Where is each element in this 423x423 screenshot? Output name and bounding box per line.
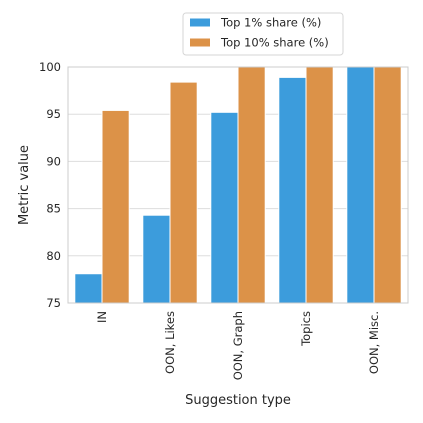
- bar-oon-graph-series-1: [237, 66, 266, 304]
- legend-swatch-top-10: [190, 38, 210, 47]
- x-axis-title: Suggestion type: [185, 393, 291, 408]
- legend: Top 1% share (%) Top 10% share (%): [182, 12, 344, 56]
- bar-topics-series-0: [278, 76, 307, 304]
- x-tick-label-topics: Topics: [299, 311, 313, 347]
- y-tick-label-75: 75: [46, 296, 61, 310]
- y-tick-label-90: 90: [46, 154, 61, 168]
- legend-label-top-10: Top 10% share (%): [220, 36, 329, 50]
- y-tick-label-85: 85: [46, 202, 61, 216]
- y-axis-title: Metric value: [17, 145, 32, 225]
- bar-topics-series-1: [305, 66, 334, 304]
- x-tick-label-oon-likes: OON, Likes: [163, 311, 177, 374]
- plot-frame: [67, 66, 409, 304]
- y-tick-label-80: 80: [46, 249, 61, 263]
- legend-swatch-top-1: [190, 18, 210, 27]
- bar-oon-likes-series-0: [142, 214, 171, 304]
- x-tick-label-oon-misc: OON, Misc.: [367, 311, 381, 374]
- x-tick-labels: IN OON, Likes OON, Graph Topics OON, Misc.: [95, 311, 381, 380]
- y-tick-label-100: 100: [39, 60, 61, 74]
- bar-oon-misc-series-0: [346, 66, 375, 304]
- bar-oon-misc-series-1: [373, 66, 402, 304]
- legend-label-top-1: Top 1% share (%): [220, 16, 321, 30]
- x-tick-label-in: IN: [95, 311, 109, 323]
- y-tick-labels: 75 80 85 90 95 100: [39, 60, 61, 310]
- bar-in-series-0: [74, 273, 103, 304]
- bars-group: [74, 66, 402, 304]
- x-tick-label-oon-graph: OON, Graph: [231, 311, 245, 380]
- bar-oon-likes-series-1: [169, 81, 198, 304]
- bar-oon-graph-series-0: [210, 111, 239, 304]
- bar-in-series-1: [101, 109, 130, 304]
- y-tick-label-95: 95: [46, 107, 61, 121]
- legend-box: [182, 12, 344, 56]
